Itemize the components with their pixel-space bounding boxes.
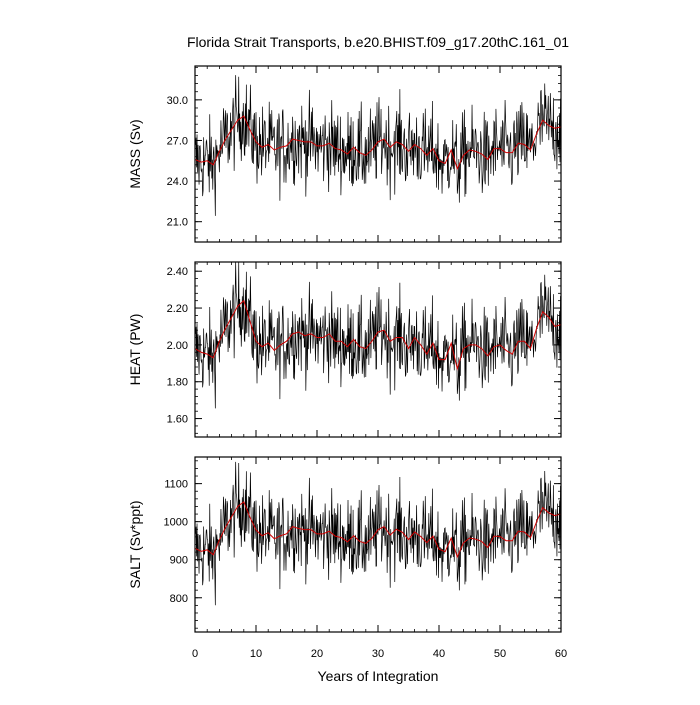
y-tick-label: 27.0 (167, 135, 188, 147)
y-tick-label: 1.60 (167, 414, 188, 426)
panel-0: 21.0 24.0 27.0 30.0 MASS (Sv) (127, 65, 562, 243)
x-tick-label: 10 (250, 648, 262, 660)
x-tick-label: 40 (433, 648, 445, 660)
x-tick-label: 50 (494, 648, 506, 660)
raw-series-line-0 (194, 75, 562, 216)
y-tick-label: 1.80 (167, 377, 188, 389)
x-tick-label: 20 (311, 648, 323, 660)
raw-series-line-1 (194, 261, 562, 409)
smoothed-series-line-0 (194, 115, 562, 171)
y-tick-label: 2.00 (167, 340, 188, 352)
y-tick-label: 30.0 (167, 95, 188, 107)
y-axis-title-0: MASS (Sv) (127, 119, 143, 188)
x-axis-title: Years of Integration (318, 668, 439, 684)
panel-frame-2 (194, 456, 562, 633)
smoothed-series-line-2 (194, 501, 562, 559)
raw-series-line-2 (194, 461, 562, 606)
y-tick-label: 900 (170, 555, 188, 567)
panel-1: 1.60 1.80 2.00 2.20 2.40 HEAT (PW) (127, 261, 562, 438)
y-tick-label: 800 (170, 593, 188, 605)
x-tick-label: 30 (372, 648, 384, 660)
panel-frame-0 (194, 65, 562, 243)
y-tick-label: 2.40 (167, 266, 188, 278)
y-axis-title-1: HEAT (PW) (127, 314, 143, 386)
y-tick-label: 24.0 (167, 176, 188, 188)
chart-panels: 21.0 24.0 27.0 30.0 MASS (Sv) 1.60 1.80 2.00 2.2… (127, 65, 567, 660)
x-tick-label: 60 (555, 648, 567, 660)
y-tick-label: 21.0 (167, 217, 188, 229)
y-axis-title-2: SALT (Sv*ppt) (127, 500, 143, 588)
y-tick-label: 1100 (164, 479, 188, 491)
panel-2: 800 900 1000 1100 SALT (Sv*ppt) (127, 456, 562, 633)
smoothed-series-line-1 (194, 299, 562, 371)
x-tick-label: 0 (192, 648, 198, 660)
chart-title: Florida Strait Transports, b.e20.BHIST.f… (187, 34, 569, 50)
y-tick-label: 2.20 (167, 303, 188, 315)
y-tick-label: 1000 (164, 517, 188, 529)
